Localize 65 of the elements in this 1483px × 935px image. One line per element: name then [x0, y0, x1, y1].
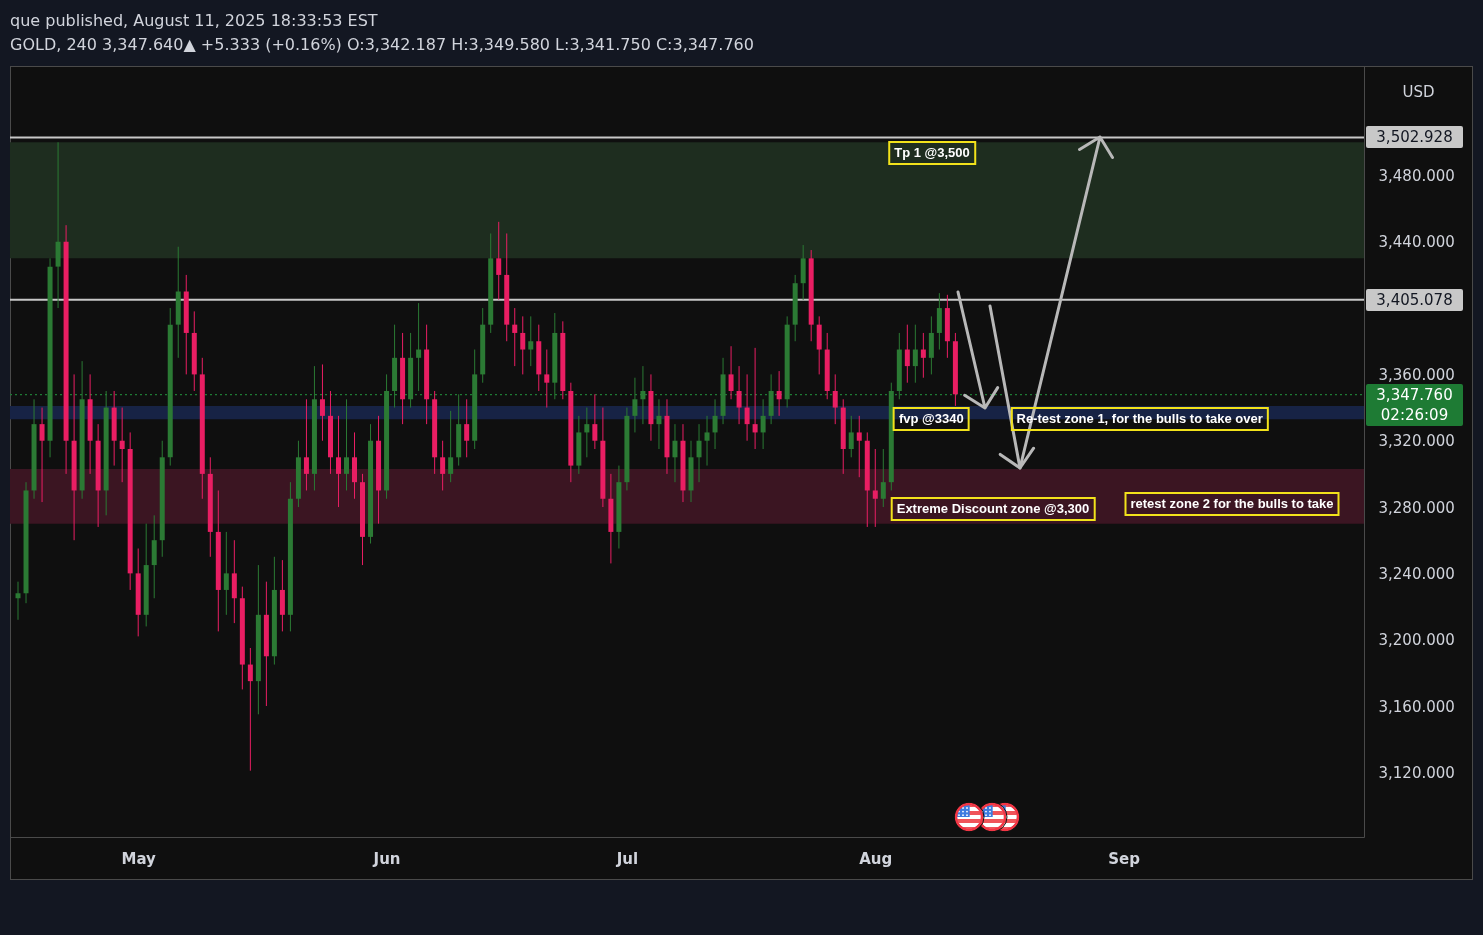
y-tick-label: 3,200.000 — [1378, 631, 1455, 650]
candlestick — [15, 581, 21, 621]
candlestick — [728, 345, 734, 400]
candlestick — [904, 324, 910, 384]
candlestick — [848, 415, 854, 458]
chart-title: que published, August 11, 2025 18:33:53 EST — [10, 11, 378, 30]
x-tick-label: Aug — [859, 849, 893, 868]
y-tick-label: 3,120.000 — [1378, 763, 1455, 782]
ref-line-label: 3,347.760 02:26:09 — [1366, 383, 1463, 426]
annotation: retest zone 2 for the bulls to take — [1124, 492, 1340, 516]
candlestick — [752, 347, 758, 450]
candlestick — [712, 398, 718, 450]
candlestick — [512, 307, 518, 367]
candlestick — [496, 221, 502, 301]
x-tick-label: Jul — [615, 849, 639, 868]
candlestick — [416, 302, 422, 392]
candlestick — [592, 393, 598, 450]
candlestick — [247, 647, 253, 772]
candlestick — [584, 407, 590, 458]
x-tick-label: May — [121, 849, 157, 868]
y-tick-label: 3,280.000 — [1378, 498, 1455, 517]
candlestick — [736, 365, 742, 425]
candlestick — [672, 423, 678, 483]
annotation: fvp @3340 — [893, 407, 970, 432]
candlestick — [223, 531, 229, 616]
candlestick — [760, 398, 766, 450]
candlestick — [544, 349, 550, 409]
chart-subtitle: GOLD, 240 3,347.640▲ +5.333 (+0.16%) O:3,342.187 H:3,349.580 L:3,341.750 C:3,347.760 — [10, 35, 754, 54]
candlestick — [319, 363, 325, 442]
candlestick — [464, 398, 470, 458]
candlestick — [880, 448, 886, 508]
y-tick-label: 3,320.000 — [1378, 432, 1455, 451]
candlestick — [872, 448, 878, 528]
y-tick-label: 3,160.000 — [1378, 697, 1455, 716]
candlestick — [912, 324, 918, 384]
y-tick-label: 3,440.000 — [1378, 233, 1455, 252]
ref-line-label: 3,502.928 — [1366, 126, 1463, 149]
candlestick — [528, 315, 534, 367]
y-tick-label: 3,360.000 — [1378, 365, 1455, 384]
candlestick — [776, 370, 782, 417]
candlestick — [704, 415, 710, 467]
candlestick — [920, 332, 926, 379]
candlestick — [440, 440, 446, 491]
y-axis-title: USD — [1402, 82, 1435, 101]
x-tick-label: Jun — [372, 849, 401, 868]
candlestick — [520, 315, 526, 375]
y-tick-label: 3,480.000 — [1378, 166, 1455, 185]
y-tick-label: 3,240.000 — [1378, 564, 1455, 583]
candlestick — [656, 398, 662, 450]
candlestick — [640, 365, 646, 425]
candlestick — [832, 373, 838, 425]
annotation: Tp 1 @3,500 — [888, 141, 976, 165]
candlestick — [119, 407, 125, 483]
candlestick — [744, 373, 750, 442]
candlestick — [335, 415, 341, 508]
ref-line-label: 3,405.078 — [1366, 288, 1463, 311]
candlestick — [303, 398, 309, 491]
candlestick — [632, 377, 638, 433]
candlestick — [696, 423, 702, 483]
candlestick — [39, 407, 45, 503]
x-tick-label: Sep — [1108, 849, 1141, 868]
candlestick — [856, 415, 862, 478]
annotation: Extreme Discount zone @3,300 — [890, 497, 1096, 521]
candlestick — [344, 398, 349, 491]
candlestick — [448, 410, 454, 483]
